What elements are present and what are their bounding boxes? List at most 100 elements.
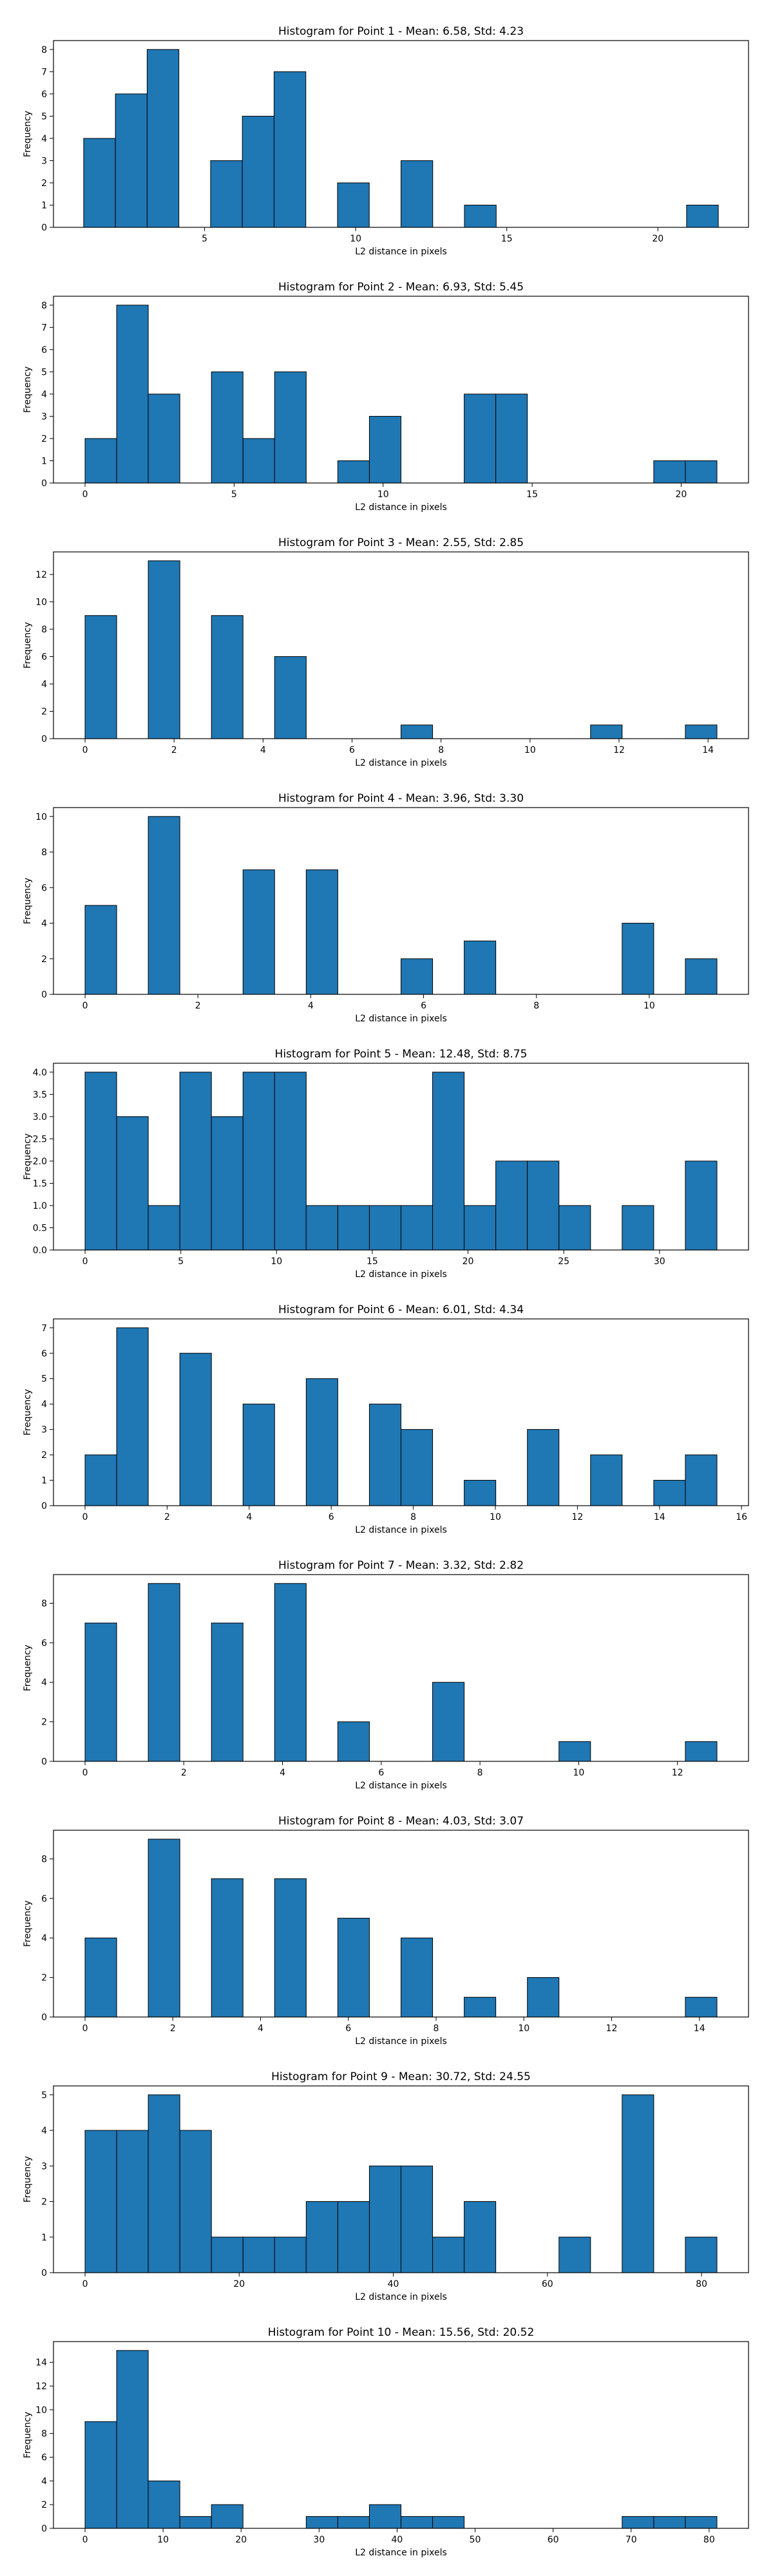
axes-frame xyxy=(53,40,749,228)
x-tick-label: 10 xyxy=(271,1256,282,1267)
histogram-bar xyxy=(148,2094,180,2273)
y-tick-label: 2.5 xyxy=(33,1134,47,1144)
histogram-bar xyxy=(84,2421,117,2529)
y-tick-label: 1.0 xyxy=(33,1201,47,1211)
histogram-bar xyxy=(464,1205,497,1251)
x-tick-label: 2 xyxy=(195,1001,201,1011)
histogram-bar xyxy=(495,393,528,484)
histogram-bar xyxy=(148,816,180,995)
y-axis-label: Frequency xyxy=(23,1900,33,1947)
y-tick-label: 5 xyxy=(41,2090,47,2101)
chart-title: Histogram for Point 1 - Mean: 6.58, Std:… xyxy=(278,25,524,38)
x-tick-label: 10 xyxy=(573,1768,584,1778)
x-tick-label: 12 xyxy=(571,1512,583,1522)
x-tick-label: 8 xyxy=(533,1001,539,1011)
y-tick-label: 3 xyxy=(41,412,47,422)
x-tick-label: 0 xyxy=(82,489,88,500)
histogram-bar xyxy=(495,1160,528,1251)
x-tick-label: 4 xyxy=(246,1512,252,1522)
histogram-bar xyxy=(242,1072,275,1251)
x-axis-label: L2 distance in pixels xyxy=(355,2036,447,2047)
x-tick-label: 12 xyxy=(672,1768,683,1778)
histogram-bar xyxy=(337,2516,370,2529)
y-tick-label: 10 xyxy=(35,598,47,608)
histogram-bar xyxy=(84,1622,117,1762)
histogram-panel-10: Histogram for Point 10 - Mean: 15.56, St… xyxy=(23,2326,749,2558)
y-tick-label: 4 xyxy=(41,1399,47,1410)
histogram-bar xyxy=(685,1741,718,1762)
histogram-bar xyxy=(84,905,117,995)
chart-title: Histogram for Point 6 - Mean: 6.01, Std:… xyxy=(278,1303,524,1316)
histogram-panel-5: Histogram for Point 5 - Mean: 12.48, Std… xyxy=(23,1048,749,1280)
y-tick-label: 1 xyxy=(41,200,47,211)
x-tick-label: 0 xyxy=(82,1001,88,1011)
x-tick-label: 30 xyxy=(313,2535,325,2545)
histogram-bar xyxy=(401,2165,434,2273)
histogram-bar xyxy=(685,460,718,484)
y-tick-label: 3.5 xyxy=(33,1090,47,1100)
y-tick-label: 10 xyxy=(35,812,47,822)
chart-title: Histogram for Point 4 - Mean: 3.96, Std:… xyxy=(278,792,524,805)
y-tick-label: 4 xyxy=(41,134,47,144)
histogram-bar xyxy=(148,1205,180,1251)
histogram-bar xyxy=(337,2201,370,2273)
x-axis-label: L2 distance in pixels xyxy=(355,1525,447,1535)
y-tick-label: 8 xyxy=(41,848,47,858)
chart-title: Histogram for Point 10 - Mean: 15.56, St… xyxy=(268,2326,535,2339)
x-tick-label: 80 xyxy=(696,2279,707,2289)
y-tick-label: 6 xyxy=(41,345,47,355)
y-tick-label: 0 xyxy=(41,1501,47,1511)
histogram-panel-7: Histogram for Point 7 - Mean: 3.32, Std:… xyxy=(23,1559,749,1791)
histogram-bar xyxy=(686,204,719,228)
x-tick-label: 4 xyxy=(258,2023,263,2034)
axes-frame xyxy=(53,1063,749,1251)
x-tick-label: 10 xyxy=(518,2023,530,2034)
x-tick-label: 20 xyxy=(676,489,687,500)
x-tick-label: 0 xyxy=(82,745,88,755)
x-tick-label: 8 xyxy=(438,745,444,755)
y-tick-label: 2 xyxy=(41,954,47,965)
x-tick-label: 10 xyxy=(490,1512,501,1522)
y-tick-label: 0.5 xyxy=(33,1223,47,1233)
histogram-bar xyxy=(558,2237,591,2273)
histogram-bar xyxy=(337,1918,370,2018)
y-tick-label: 0 xyxy=(41,223,47,233)
histogram-bar xyxy=(146,49,180,228)
y-tick-label: 7 xyxy=(41,323,47,333)
histogram-bar xyxy=(116,305,149,484)
y-tick-label: 8 xyxy=(41,625,47,635)
histogram-panel-2: Histogram for Point 2 - Mean: 6.93, Std:… xyxy=(23,281,749,513)
y-tick-label: 3.0 xyxy=(33,1112,47,1122)
x-tick-label: 2 xyxy=(181,1768,187,1778)
histogram-bar xyxy=(401,1937,434,2018)
histogram-bar xyxy=(211,2504,243,2529)
histogram-bar xyxy=(179,1352,212,1506)
histogram-bar xyxy=(305,2516,338,2529)
axes-frame xyxy=(53,1574,749,1762)
y-tick-label: 4 xyxy=(41,2476,47,2486)
x-tick-label: 80 xyxy=(703,2535,715,2545)
y-tick-label: 0 xyxy=(41,2524,47,2534)
x-tick-label: 40 xyxy=(388,2279,399,2289)
histogram-bar xyxy=(685,1454,718,1506)
chart-title: Histogram for Point 3 - Mean: 2.55, Std:… xyxy=(278,536,524,549)
histogram-bar xyxy=(84,438,117,484)
y-tick-label: 6 xyxy=(41,1894,47,1904)
y-tick-label: 1 xyxy=(41,1476,47,1486)
y-tick-label: 0 xyxy=(41,734,47,744)
histogram-bar xyxy=(464,2201,497,2273)
histogram-bar xyxy=(432,1072,465,1251)
histogram-bar xyxy=(242,869,275,995)
x-tick-label: 0 xyxy=(82,2535,88,2545)
y-tick-label: 4 xyxy=(41,390,47,400)
x-tick-label: 15 xyxy=(367,1256,378,1267)
x-axis-label: L2 distance in pixels xyxy=(355,1014,447,1024)
x-tick-label: 12 xyxy=(606,2023,618,2034)
x-tick-label: 6 xyxy=(421,1001,426,1011)
x-tick-label: 6 xyxy=(378,1768,384,1778)
histogram-bar xyxy=(590,724,623,739)
x-axis-label: L2 distance in pixels xyxy=(355,1781,447,1791)
histogram-bar xyxy=(653,1480,686,1506)
histogram-bar xyxy=(464,1996,497,2018)
